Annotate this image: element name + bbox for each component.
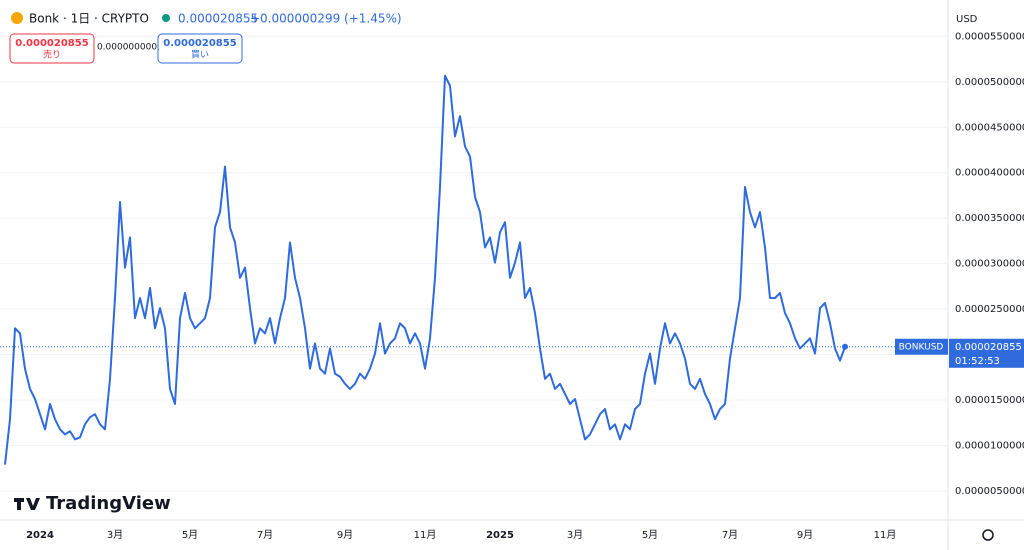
sell-label: 売り [43,49,61,61]
header-price: 0.000020855 [178,12,258,26]
y-tick-label: 0.0000100000 [955,440,1024,451]
y-tick-label: 0.0000300000 [955,259,1024,270]
status-dot [162,14,170,22]
sell-price: 0.000020855 [15,38,88,49]
countdown: 01:52:53 [955,356,1000,367]
x-tick-label: 11月 [414,529,437,541]
x-tick-label: 9月 [797,529,813,541]
x-tick-label: 2025 [486,530,514,541]
symbol-tag: BONKUSD [899,342,944,352]
y-tick-label: 0.0000050000 [955,486,1024,497]
price-line [4,74,846,465]
y-tick-label: 0.0000350000 [955,213,1024,224]
currency-button[interactable] [950,6,1020,30]
price-tag-bg [949,338,1024,368]
x-tick-label: 3月 [107,529,123,541]
buy-button[interactable] [157,33,243,64]
y-tick-label: 0.0000500000 [955,77,1024,88]
spread: 0.000000000 [97,43,157,53]
logo-mark [14,498,40,510]
y-tick-label: 0.0000450000 [955,122,1024,133]
y-tick-label: 0.0000400000 [955,168,1024,179]
x-tick-label: 7月 [722,529,738,541]
header-change: +0.000000299 (+1.45%) [250,12,402,26]
sell-button[interactable] [9,33,95,64]
buy-price: 0.000020855 [163,38,236,49]
x-tick-label: 5月 [182,529,198,541]
y-tick-label: 0.0000550000 [955,31,1024,42]
symbol-icon [11,12,23,24]
x-tick-label: 9月 [337,529,353,541]
x-tick-label: 11月 [874,529,897,541]
y-tick-label: 0.0000150000 [955,395,1024,406]
logo[interactable]: TradingView [46,493,171,514]
buy-label: 買い [191,50,209,61]
x-tick-label: 5月 [642,529,658,541]
currency: USD [956,14,978,25]
x-tick-label: 2024 [26,530,54,541]
last-point [842,343,848,350]
x-tick-label: 7月 [257,529,273,541]
settings-icon[interactable] [982,529,994,541]
symbol-tag-bg [895,338,948,355]
symbol[interactable]: Bonk · 1日 · CRYPTO [29,12,149,26]
x-tick-label: 3月 [567,529,583,541]
price-tag: 0.000020855 [955,342,1022,353]
y-tick-label: 0.0000250000 [955,304,1024,315]
